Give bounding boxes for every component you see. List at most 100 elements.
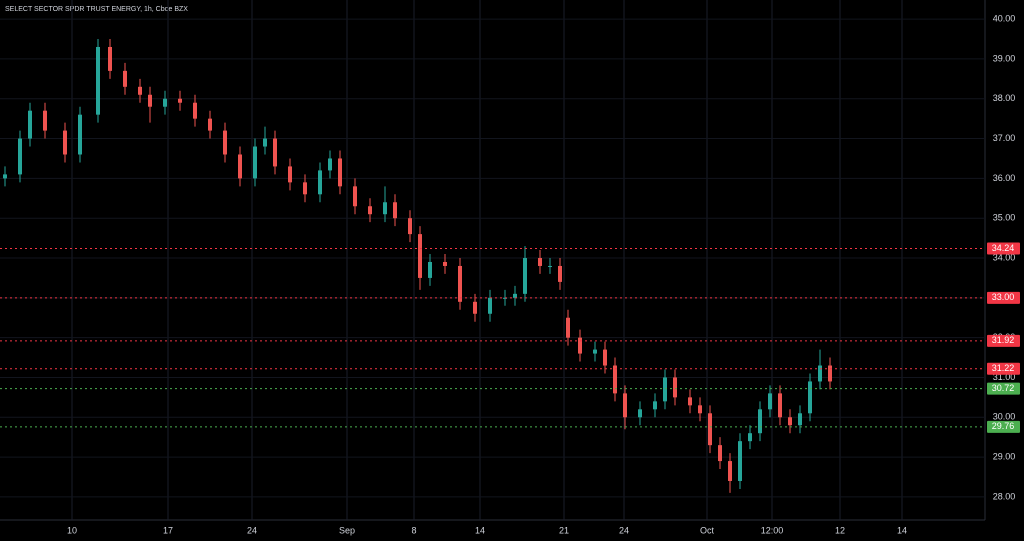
candle-body — [653, 401, 657, 410]
candle-body — [593, 349, 597, 354]
candle-body — [458, 265, 462, 302]
candle-body — [328, 158, 332, 171]
level-label: 34.24 — [992, 243, 1015, 253]
candle-body — [523, 258, 527, 294]
level-label: 31.92 — [992, 335, 1015, 345]
level-tag — [987, 242, 1020, 255]
level-label: 30.72 — [992, 383, 1015, 393]
candle-body — [788, 417, 792, 426]
candle-body — [708, 413, 712, 446]
y-tick-label: 28.00 — [993, 491, 1016, 501]
level-label: 31.22 — [992, 363, 1015, 373]
candle-body — [238, 154, 242, 179]
candle-body — [818, 365, 822, 382]
candle-body — [318, 170, 322, 195]
candle-body — [673, 377, 677, 398]
candle-body — [408, 218, 412, 235]
x-tick-label: 10 — [67, 525, 77, 535]
candle-body — [443, 261, 447, 266]
candle-body — [513, 293, 517, 298]
level-tag — [987, 382, 1020, 395]
candle-body — [163, 98, 167, 107]
level-tag — [987, 334, 1020, 347]
y-tick-label: 40.00 — [993, 13, 1016, 23]
x-tick-label: 24 — [619, 525, 629, 535]
candle-body — [473, 301, 477, 314]
level-tag — [987, 420, 1020, 433]
level-label: 29.76 — [992, 421, 1015, 431]
candle-body — [383, 202, 387, 215]
candle-body — [178, 98, 182, 103]
y-tick-label: 30.00 — [993, 412, 1016, 422]
candle-body — [623, 393, 627, 418]
candle-body — [613, 365, 617, 394]
level-label: 33.00 — [992, 292, 1015, 302]
x-tick-label: 12:00 — [761, 525, 784, 535]
candle-body — [548, 265, 552, 267]
candle-body — [253, 146, 257, 179]
x-tick-label: 14 — [475, 525, 485, 535]
y-tick-label: 29.00 — [993, 451, 1016, 461]
candle-body — [428, 261, 432, 278]
candle-body — [578, 337, 582, 354]
candle-body — [208, 118, 212, 131]
x-tick-label: 12 — [835, 525, 845, 535]
candle-body — [123, 70, 127, 87]
y-tick-label: 39.00 — [993, 53, 1016, 63]
candle-body — [638, 409, 642, 418]
candle-body — [223, 130, 227, 155]
candle-body — [303, 182, 307, 195]
candle-body — [393, 202, 397, 219]
y-tick-label: 38.00 — [993, 93, 1016, 103]
candle-body — [288, 166, 292, 183]
candle-body — [273, 138, 277, 167]
candle-body — [798, 413, 802, 426]
y-tick-label: 34.00 — [993, 252, 1016, 262]
candle-body — [418, 234, 422, 278]
candle-body — [338, 158, 342, 187]
level-tag — [987, 362, 1020, 375]
candle-body — [663, 377, 667, 402]
candle-body — [63, 130, 67, 155]
candle-body — [603, 349, 607, 366]
candle-body — [353, 186, 357, 207]
candle-body — [758, 409, 762, 434]
x-tick-label: 17 — [163, 525, 173, 535]
candle-body — [688, 397, 692, 406]
candle-body — [263, 138, 267, 147]
candle-body — [778, 393, 782, 418]
candle-body — [718, 445, 722, 462]
candle-body — [148, 94, 152, 107]
candle-body — [96, 46, 100, 115]
candle-body — [488, 297, 492, 314]
x-tick-label: Oct — [700, 525, 715, 535]
candle-body — [3, 174, 7, 179]
candle-body — [566, 317, 570, 338]
candle-body — [18, 138, 22, 175]
x-tick-label: 24 — [247, 525, 257, 535]
x-tick-label: Sep — [339, 525, 355, 535]
x-tick-label: 8 — [411, 525, 416, 535]
candle-body — [738, 441, 742, 481]
y-tick-label: 35.00 — [993, 213, 1016, 223]
y-tick-label: 31.00 — [993, 372, 1016, 382]
candle-body — [138, 86, 142, 95]
chart-title: SELECT SECTOR SPDR TRUST ENERGY, 1h, Cbo… — [5, 6, 188, 13]
candle-body — [768, 393, 772, 410]
candle-body — [368, 206, 372, 215]
candle-body — [28, 110, 32, 139]
candle-body — [558, 265, 562, 282]
candle-body — [808, 381, 812, 414]
x-tick-label: 21 — [559, 525, 569, 535]
candle-body — [748, 433, 752, 442]
candle-body — [108, 46, 112, 71]
candle-body — [698, 405, 702, 414]
x-tick-label: 14 — [897, 525, 907, 535]
candle-body — [43, 110, 47, 131]
candle-body — [728, 461, 732, 481]
candle-body — [538, 258, 542, 266]
candle-body — [193, 102, 197, 119]
y-tick-label: 37.00 — [993, 133, 1016, 143]
